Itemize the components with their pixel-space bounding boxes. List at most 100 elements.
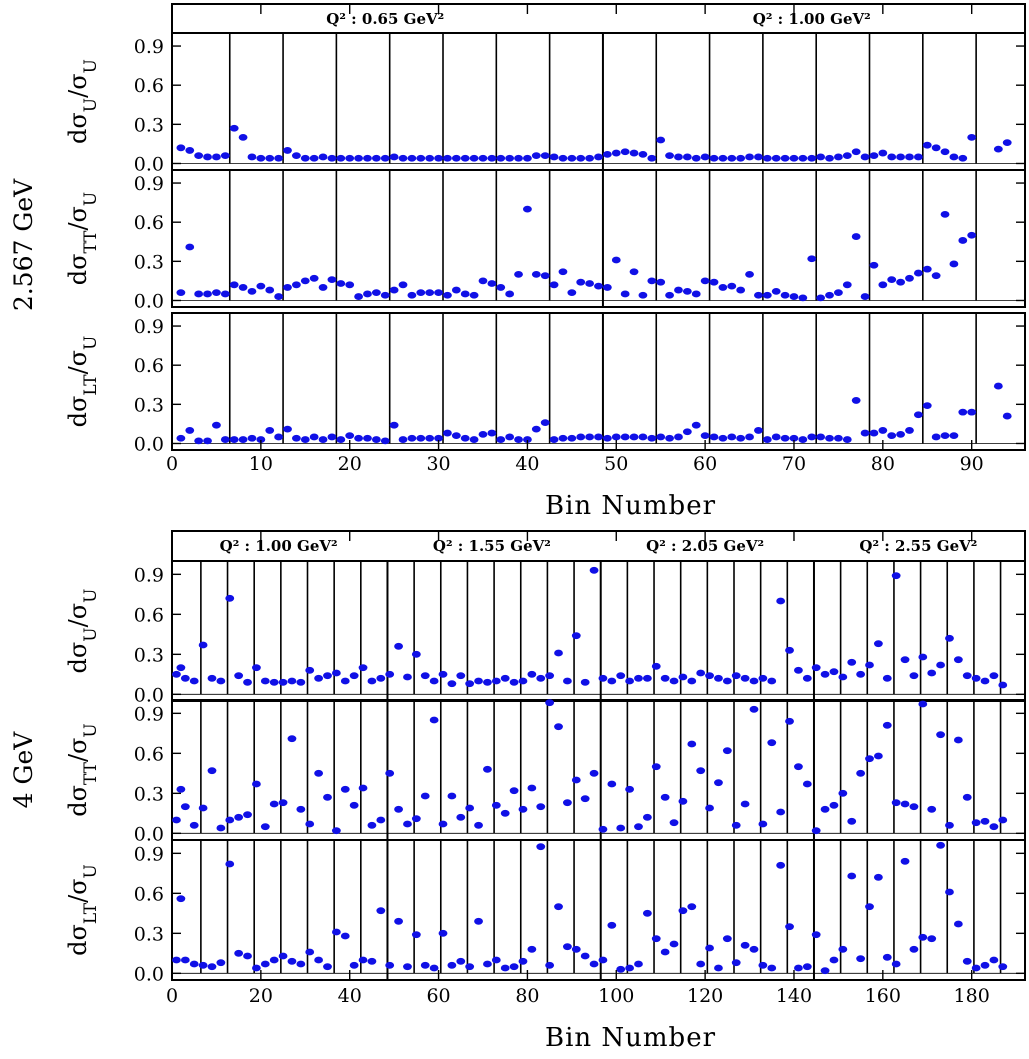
- data-point-lt: [500, 964, 510, 972]
- data-point-u: [398, 154, 408, 162]
- y-tick-label: 0.3: [134, 923, 164, 945]
- data-point-lt: [349, 961, 359, 969]
- data-point-tt: [496, 284, 506, 291]
- data-point-tt: [967, 231, 977, 239]
- data-point-lt: [371, 436, 381, 443]
- data-point-tt: [243, 811, 252, 819]
- data-point-u: [371, 154, 381, 162]
- data-point-tt: [798, 294, 808, 302]
- data-point-lt: [234, 949, 244, 957]
- data-point-u: [505, 154, 515, 162]
- data-point-tt: [669, 819, 679, 827]
- data-point-u: [896, 153, 906, 161]
- data-point-lt: [172, 956, 181, 964]
- data-point-lt: [825, 434, 834, 442]
- data-point-lt: [687, 903, 697, 911]
- data-point-tt: [500, 809, 510, 817]
- data-point-tt: [838, 789, 848, 797]
- data-point-lt: [785, 923, 794, 931]
- data-point-lt: [229, 436, 239, 443]
- data-point-lt: [465, 963, 475, 971]
- data-point-tt: [216, 824, 226, 832]
- data-point-tt: [203, 290, 212, 298]
- x-tick-label: 80: [515, 985, 539, 1007]
- data-point-tt: [438, 820, 448, 828]
- q2-header-label-0: Q² : 0.65 GeV²: [326, 10, 444, 28]
- data-point-lt: [807, 433, 817, 441]
- data-point-tt: [518, 805, 528, 813]
- data-point-lt: [523, 436, 532, 443]
- y-tick-label: 0.9: [134, 173, 164, 195]
- data-point-lt: [611, 433, 621, 441]
- data-point-tt: [789, 293, 799, 300]
- data-point-lt: [798, 436, 808, 443]
- data-point-u: [212, 153, 221, 161]
- data-point-u: [798, 154, 808, 162]
- data-point-lt: [296, 960, 306, 968]
- energy-label: 4 GeV: [9, 731, 38, 809]
- data-point-lt: [300, 436, 310, 443]
- data-point-tt: [820, 805, 830, 813]
- data-point-u: [660, 674, 670, 682]
- data-point-u: [665, 152, 674, 160]
- data-point-lt: [722, 935, 732, 943]
- data-point-u: [243, 678, 252, 686]
- data-point-tt: [367, 821, 377, 829]
- data-point-u: [540, 152, 550, 160]
- data-point-tt: [394, 805, 403, 813]
- data-point-lt: [905, 427, 914, 434]
- data-point-lt: [625, 964, 634, 972]
- data-point-lt: [669, 940, 679, 948]
- panel-frame: [171, 169, 1026, 308]
- data-point-lt: [762, 436, 772, 443]
- data-point-tt: [745, 270, 754, 278]
- data-point-u: [820, 670, 830, 678]
- data-point-tt: [331, 827, 341, 835]
- x-tick-label: 60: [693, 453, 717, 475]
- y-tick-label: 0.0: [134, 963, 164, 985]
- data-point-u: [469, 154, 479, 162]
- data-point-tt: [567, 289, 577, 297]
- data-point-u: [549, 153, 559, 161]
- x-tick-label: 60: [426, 985, 450, 1007]
- data-point-tt: [771, 287, 781, 295]
- data-point-tt: [887, 276, 897, 283]
- data-point-u: [776, 597, 786, 605]
- data-point-tt: [971, 819, 981, 827]
- data-point-tt: [371, 289, 381, 297]
- data-point-tt: [309, 274, 319, 282]
- data-point-u: [460, 154, 470, 162]
- chart-4-gev: Q² : 1.00 GeV² Q² : 1.55 GeV² Q² : 2.05 Ge…: [9, 530, 1026, 1053]
- data-point-lt: [403, 963, 412, 971]
- data-point-tt: [385, 769, 395, 777]
- data-point-u: [789, 154, 799, 162]
- data-point-tt: [265, 286, 275, 294]
- data-point-u: [363, 154, 372, 162]
- data-point-tt: [718, 284, 728, 291]
- data-point-tt: [340, 785, 350, 793]
- data-point-u: [380, 154, 390, 162]
- data-point-lt: [873, 873, 883, 881]
- data-point-u: [300, 154, 310, 162]
- data-point-lt: [878, 427, 888, 434]
- data-point-tt: [598, 825, 608, 833]
- data-point-u: [269, 678, 279, 686]
- data-point-tt: [425, 289, 435, 297]
- data-point-lt: [247, 434, 257, 442]
- data-point-lt: [682, 428, 692, 436]
- x-tick-label: 80: [871, 453, 895, 475]
- data-point-lt: [647, 434, 657, 442]
- data-point-tt: [882, 721, 892, 729]
- data-point-u: [869, 152, 879, 160]
- data-point-lt: [767, 964, 777, 972]
- data-point-u: [891, 572, 901, 580]
- data-point-lt: [434, 434, 443, 442]
- data-point-tt: [380, 291, 390, 299]
- data-point-u: [523, 154, 532, 162]
- y-tick-label: 0.3: [134, 644, 164, 666]
- data-point-lt: [998, 963, 1008, 971]
- data-point-u: [905, 153, 914, 161]
- data-point-lt: [896, 430, 906, 438]
- data-point-u: [794, 666, 803, 674]
- data-point-lt: [549, 436, 559, 443]
